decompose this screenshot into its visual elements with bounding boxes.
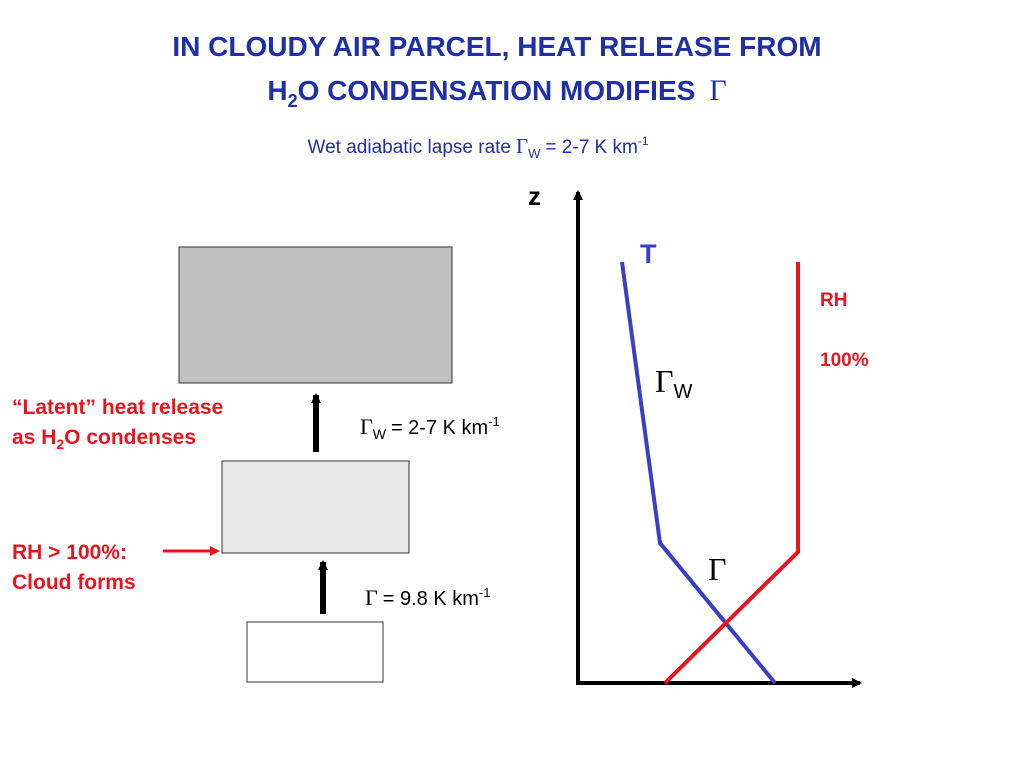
title-text: H xyxy=(267,75,287,106)
rate-text: = 9.8 K km xyxy=(383,588,479,610)
gamma: Γ xyxy=(516,134,528,158)
superscript: -1 xyxy=(488,414,500,429)
rh-label: RH xyxy=(820,290,847,311)
cloud-label: RH > 100%: xyxy=(12,541,127,564)
gamma: Γ xyxy=(709,74,726,107)
wet-rate: ΓW = 2-7 K km-1 xyxy=(360,414,500,442)
title-line: H2O CONDENSATION MODIFIES Γ xyxy=(267,74,726,111)
gamma: Γ xyxy=(360,414,373,439)
temperature-profile xyxy=(620,261,777,685)
subtitle-text: = 2-7 K km xyxy=(545,137,637,158)
subtitle: Wet adiabatic lapse rate ΓW = 2-7 K km-1 xyxy=(308,134,649,161)
cloud-label: Cloud forms xyxy=(12,571,136,594)
subtitle-text: Wet adiabatic lapse rate xyxy=(308,137,512,158)
gamma: Γ xyxy=(655,363,674,399)
saturated-parcel xyxy=(221,460,410,554)
gamma: Γ xyxy=(365,585,378,610)
t-label: T xyxy=(640,239,657,269)
latent-label: as H2O condenses xyxy=(12,426,196,452)
dry-rate: Γ = 9.8 K km-1 xyxy=(365,585,490,610)
subscript: 2 xyxy=(288,91,298,111)
subscript: 2 xyxy=(56,436,64,452)
title-line: IN CLOUDY AIR PARCEL, HEAT RELEASE FROM xyxy=(172,31,821,62)
dry-gamma: Γ xyxy=(708,551,727,587)
subscript: W xyxy=(373,426,387,442)
z-label: z xyxy=(528,181,541,211)
rate-text: = 2-7 K km xyxy=(391,417,488,439)
subscript: W xyxy=(528,146,541,161)
title-text: O CONDENSATION MODIFIES xyxy=(298,75,696,106)
subscript: W xyxy=(674,381,693,403)
label-text: as H xyxy=(12,426,56,449)
latent-label: “Latent” heat release xyxy=(12,396,223,419)
superscript: -1 xyxy=(479,585,491,600)
cloud-parcel xyxy=(178,246,453,384)
rh-value: 100% xyxy=(820,350,869,371)
dry-parcel xyxy=(246,621,384,683)
rh-profile xyxy=(663,262,800,685)
wet-gamma: ΓW xyxy=(655,363,693,403)
label-text: O condenses xyxy=(64,426,196,449)
superscript: -1 xyxy=(638,134,649,148)
